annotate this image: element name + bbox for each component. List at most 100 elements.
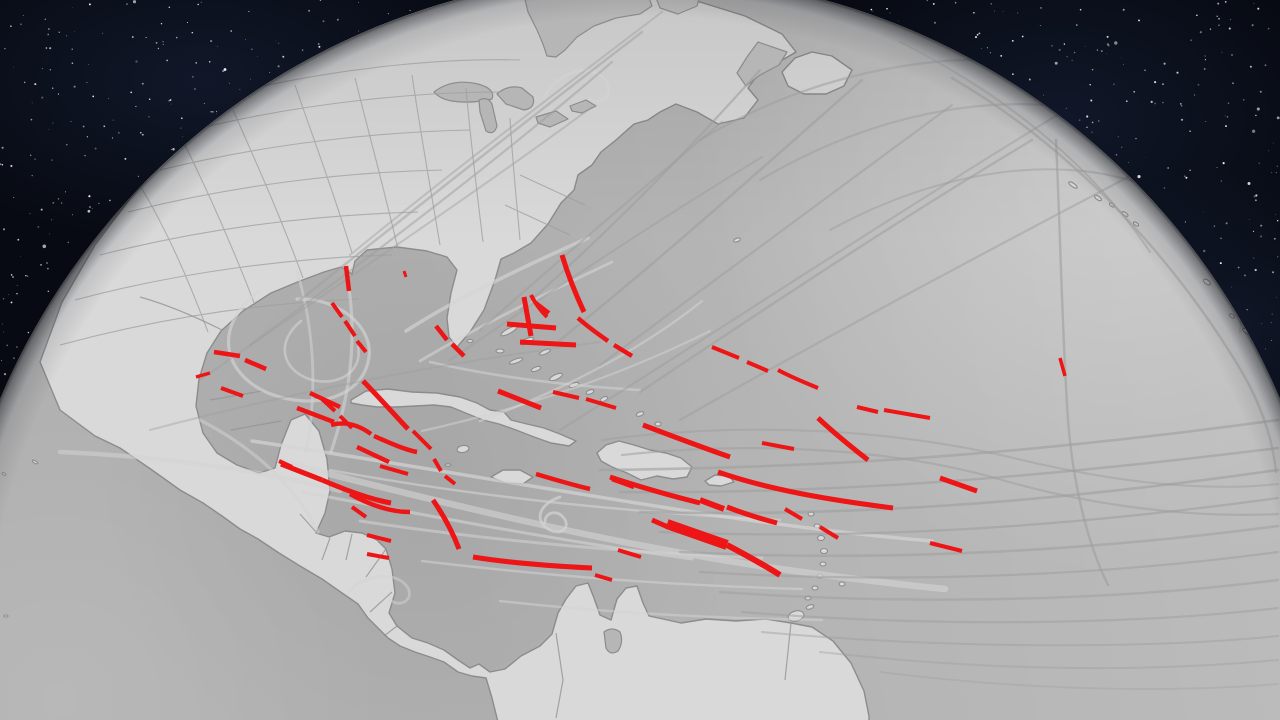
star (13, 357, 15, 359)
star (40, 264, 42, 266)
star (1271, 172, 1273, 173)
star (58, 31, 60, 33)
star (990, 3, 992, 5)
star (1271, 313, 1273, 315)
star (933, 21, 937, 24)
star (1275, 214, 1276, 215)
star (16, 293, 18, 295)
star (1121, 146, 1123, 148)
star (1002, 10, 1004, 12)
star (278, 42, 280, 44)
star (1078, 119, 1081, 121)
star (27, 331, 30, 334)
star (2, 331, 4, 333)
star (1066, 56, 1068, 58)
star (1228, 27, 1231, 30)
star (926, 0, 928, 2)
star (216, 113, 217, 114)
star (1222, 162, 1225, 165)
star (86, 136, 89, 138)
star (1248, 218, 1250, 220)
star (1220, 180, 1222, 182)
star (215, 110, 218, 112)
star (1256, 107, 1260, 111)
star (7, 294, 9, 295)
star (112, 119, 114, 121)
star (1137, 175, 1141, 179)
star (1216, 167, 1218, 169)
star (141, 133, 144, 136)
star (1254, 268, 1257, 272)
star (1196, 14, 1198, 16)
star (57, 198, 60, 200)
star (166, 59, 168, 62)
star (1028, 78, 1031, 81)
star (1194, 94, 1196, 96)
star (1255, 194, 1258, 197)
star (1079, 8, 1082, 11)
star (20, 23, 22, 26)
star (1114, 41, 1118, 45)
star (170, 149, 172, 151)
star (1277, 256, 1279, 258)
star (12, 66, 14, 68)
star (889, 12, 891, 14)
star (317, 43, 320, 45)
star (1199, 31, 1202, 34)
star (1213, 225, 1216, 227)
star (86, 82, 88, 84)
star (1183, 175, 1186, 178)
star (203, 103, 205, 105)
star (322, 20, 325, 23)
star (1224, 1, 1227, 3)
star (358, 2, 359, 3)
star (1189, 130, 1191, 132)
star (1043, 94, 1044, 96)
star (318, 45, 321, 48)
star (52, 202, 55, 204)
star (1224, 115, 1226, 117)
star (250, 78, 252, 80)
star (1163, 62, 1166, 65)
star (1145, 157, 1147, 159)
star (191, 31, 194, 34)
star (135, 105, 137, 108)
star (973, 11, 975, 14)
star (216, 45, 218, 47)
star (94, 147, 97, 150)
star (1154, 102, 1156, 105)
star (47, 290, 50, 293)
star (1229, 18, 1232, 21)
star (210, 40, 213, 43)
star (175, 36, 178, 39)
star (1000, 55, 1003, 57)
star (1091, 68, 1094, 71)
star (1252, 230, 1255, 233)
star (1261, 323, 1262, 325)
star (1249, 65, 1252, 68)
star (17, 238, 20, 241)
star (34, 83, 37, 86)
star (1086, 115, 1089, 118)
star (130, 91, 133, 94)
star (886, 7, 888, 10)
star (1163, 187, 1166, 189)
star (182, 136, 184, 138)
star (1133, 90, 1136, 93)
star (1113, 83, 1115, 85)
star (34, 158, 36, 160)
star (131, 36, 134, 38)
star (872, 10, 874, 12)
star (49, 233, 50, 235)
star (168, 100, 170, 102)
star (1051, 44, 1053, 47)
star (1091, 121, 1094, 124)
star (30, 118, 33, 121)
star (1257, 7, 1260, 10)
star (197, 3, 199, 6)
star (109, 199, 111, 202)
star (31, 102, 33, 104)
star (358, 30, 359, 32)
